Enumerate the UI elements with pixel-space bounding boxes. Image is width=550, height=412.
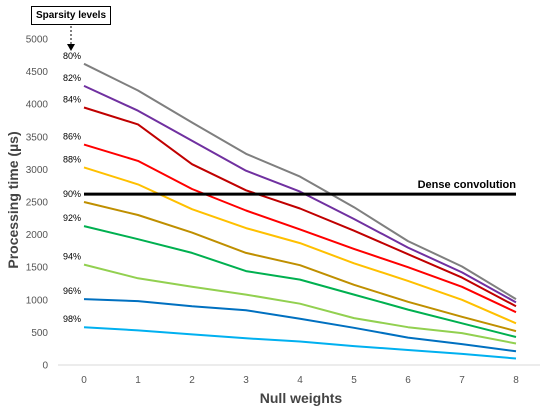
- x-tick-label: 2: [189, 375, 195, 386]
- series-label: 86%: [63, 132, 81, 142]
- series-label: 92%: [63, 213, 81, 223]
- series-line: [83, 106, 517, 308]
- series-label: 98%: [63, 314, 81, 324]
- x-tick-label: 4: [297, 375, 303, 386]
- y-tick-label: 500: [31, 328, 48, 339]
- axes: 0 500 1000 1500 2000 2500 3000 3500 4000 4500 5000…: [26, 35, 540, 386]
- y-tick-label: 3000: [26, 165, 49, 176]
- x-axis-label: Null weights: [260, 390, 343, 406]
- x-tick-label: 3: [243, 375, 249, 386]
- series-label: 84%: [63, 94, 81, 104]
- series-line: [83, 225, 517, 338]
- series-label: 80%: [63, 51, 81, 61]
- y-tick-label: 5000: [26, 35, 49, 46]
- y-tick-label: 1000: [26, 295, 49, 306]
- series-line: [83, 201, 517, 333]
- y-tick-label: 1500: [26, 263, 49, 274]
- y-tick-label: 0: [42, 361, 48, 372]
- series-lines: [83, 62, 517, 360]
- series-line: [83, 263, 517, 345]
- series-line: [83, 166, 517, 325]
- series-label: 88%: [63, 154, 81, 164]
- series-label: 90%: [63, 189, 81, 199]
- y-tick-label: 2500: [26, 198, 49, 209]
- x-tick-label: 6: [405, 375, 411, 386]
- series-label: 96%: [63, 286, 81, 296]
- series-line: [83, 298, 517, 353]
- y-tick-label: 2000: [26, 230, 49, 241]
- series-line: [83, 143, 517, 314]
- series-labels: 80% 82% 84% 86% 88% 90% 92% 94% 96% 98%: [63, 51, 81, 324]
- series-line: [83, 62, 517, 300]
- x-tick-label: 1: [135, 375, 141, 386]
- series-line: [83, 84, 517, 304]
- series-line: [83, 326, 517, 360]
- y-tick-label: 4500: [26, 67, 49, 78]
- x-tick-label: 0: [81, 375, 87, 386]
- series-label: 94%: [63, 252, 81, 262]
- series-label: 82%: [63, 73, 81, 83]
- y-tick-label: 4000: [26, 100, 49, 111]
- y-axis-label: Processing time (µs): [5, 131, 21, 268]
- x-tick-label: 5: [351, 375, 357, 386]
- y-tick-label: 3500: [26, 132, 49, 143]
- annotation-arrow-head: [67, 44, 75, 51]
- reference-line-group: Dense convolution: [84, 179, 517, 196]
- x-tick-label: 8: [513, 375, 519, 386]
- sparsity-levels-annotation: Sparsity levels: [31, 6, 111, 25]
- dense-convolution-label: Dense convolution: [418, 179, 517, 191]
- x-tick-label: 7: [459, 375, 465, 386]
